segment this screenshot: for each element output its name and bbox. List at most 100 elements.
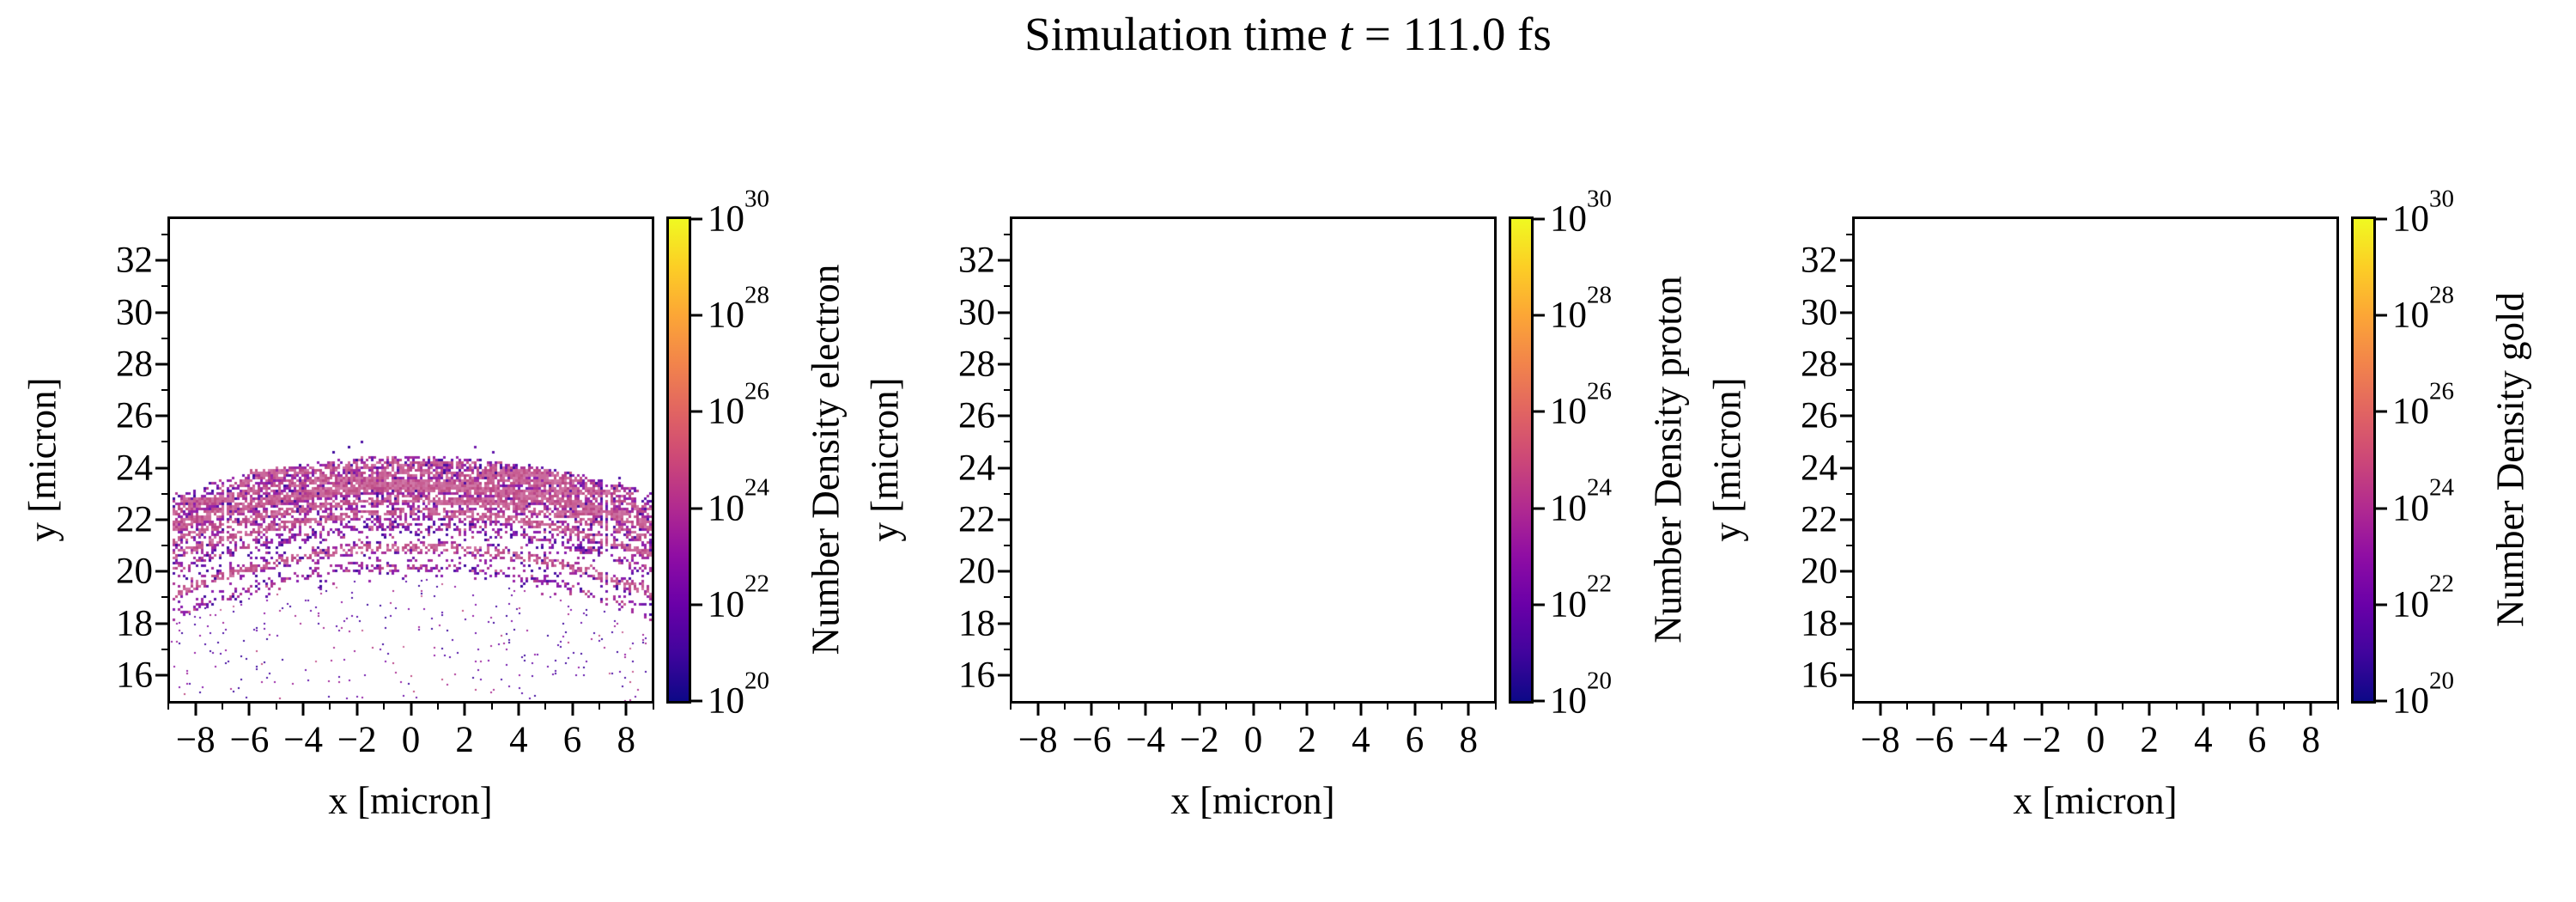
x-minor-tick bbox=[1440, 701, 1443, 710]
x-tick-label: −4 bbox=[1968, 720, 2008, 760]
colorbar-tick-label: 1024 bbox=[1550, 473, 1612, 529]
y-major-tick bbox=[155, 259, 170, 262]
y-minor-tick bbox=[161, 648, 170, 650]
y-major-tick bbox=[155, 622, 170, 625]
y-minor-tick bbox=[161, 389, 170, 392]
x-tick-label: 2 bbox=[455, 720, 474, 760]
x-minor-tick bbox=[383, 701, 386, 710]
x-minor-tick bbox=[544, 701, 547, 710]
x-minor-tick bbox=[1387, 701, 1389, 710]
x-major-tick bbox=[571, 701, 574, 716]
x-tick-label: −6 bbox=[1914, 720, 1954, 760]
colorbar: 1020 1022 1024 1026 1028 1030 bbox=[666, 186, 769, 720]
y-minor-tick bbox=[1846, 648, 1855, 650]
y-tick-label: 24 bbox=[116, 448, 153, 489]
y-tick-label: 32 bbox=[116, 240, 153, 281]
y-major-tick bbox=[155, 518, 170, 521]
colorbar: 1020 1022 1024 1026 1028 1030 bbox=[1509, 186, 1612, 720]
x-major-tick bbox=[2094, 701, 2097, 716]
y-minor-tick bbox=[161, 234, 170, 236]
x-minor-tick bbox=[436, 701, 439, 710]
y-minor-tick bbox=[1004, 337, 1012, 339]
y-minor-tick bbox=[1004, 648, 1012, 650]
x-major-tick bbox=[1879, 701, 1882, 716]
colorbar-tick-label: 1020 bbox=[2392, 667, 2454, 722]
x-major-tick bbox=[1932, 701, 1935, 716]
y-major-tick bbox=[998, 259, 1012, 262]
plot-area: −8 −6 −4 −2 0 2 4 6 8 16 18 20 22 24 26 28 30 32 bbox=[958, 216, 1497, 759]
y-tick-label: 30 bbox=[116, 292, 153, 333]
x-tick-label: 8 bbox=[617, 720, 635, 760]
colorbar-tick bbox=[2376, 603, 2387, 606]
colorbar-tick bbox=[2376, 217, 2387, 221]
x-major-tick bbox=[247, 701, 251, 716]
x-minor-tick bbox=[222, 701, 224, 710]
x-tick-label: 6 bbox=[2247, 720, 2267, 760]
y-minor-tick bbox=[1846, 285, 1855, 288]
y-major-tick bbox=[998, 673, 1012, 677]
x-minor-tick bbox=[1064, 701, 1066, 710]
y-axis-label: y [micron] bbox=[863, 377, 907, 542]
x-major-tick bbox=[301, 701, 305, 716]
x-tick-label: −8 bbox=[1018, 720, 1058, 760]
y-minor-tick bbox=[1004, 545, 1012, 547]
x-minor-tick bbox=[490, 701, 493, 710]
x-tick-label: −4 bbox=[1126, 720, 1166, 760]
x-minor-tick bbox=[1959, 701, 1962, 710]
y-minor-tick bbox=[161, 492, 170, 495]
plot-area: −8 −6 −4 −2 0 2 4 6 8 16 18 20 22 24 26 28 30 32 bbox=[1801, 216, 2339, 759]
x-major-tick bbox=[1144, 701, 1147, 716]
x-major-tick bbox=[2309, 701, 2312, 716]
x-axis-label: x [micron] bbox=[1170, 779, 1335, 822]
colorbar-tick-label: 1030 bbox=[1550, 185, 1612, 240]
x-minor-tick bbox=[167, 701, 170, 710]
y-major-tick bbox=[1840, 570, 1855, 573]
density-heatmap-canvas bbox=[170, 219, 652, 701]
x-minor-tick bbox=[2014, 701, 2016, 710]
colorbar-tick bbox=[2376, 314, 2387, 317]
y-tick-label: 16 bbox=[1801, 655, 1838, 696]
y-minor-tick bbox=[1846, 596, 1855, 599]
x-tick-label: −2 bbox=[1179, 720, 1219, 760]
x-major-tick bbox=[2256, 701, 2259, 716]
x-major-tick bbox=[2040, 701, 2044, 716]
y-tick-label: 18 bbox=[1801, 603, 1838, 644]
colorbar-tick-label: 1030 bbox=[2392, 185, 2454, 240]
x-minor-tick bbox=[2175, 701, 2178, 710]
y-minor-tick bbox=[1004, 492, 1012, 495]
x-minor-tick bbox=[598, 701, 600, 710]
colorbar-tick-label: 1026 bbox=[1550, 377, 1612, 432]
colorbar-label: Number Density electron bbox=[804, 264, 848, 655]
x-tick-label: 2 bbox=[1297, 720, 1316, 760]
y-minor-tick bbox=[1004, 596, 1012, 599]
y-major-tick bbox=[1840, 259, 1855, 262]
x-tick-label: 8 bbox=[1459, 720, 1478, 760]
y-tick-label: 28 bbox=[958, 344, 995, 385]
y-major-tick bbox=[998, 518, 1012, 521]
x-minor-tick bbox=[275, 701, 277, 710]
y-major-tick bbox=[1840, 518, 1855, 521]
x-tick-label: 4 bbox=[2194, 720, 2213, 760]
y-tick-label: 28 bbox=[1801, 344, 1838, 385]
x-minor-tick bbox=[2336, 701, 2339, 710]
colorbar-tick bbox=[1534, 217, 1545, 221]
colorbar-tick-label: 1026 bbox=[708, 377, 769, 432]
y-minor-tick bbox=[1004, 285, 1012, 288]
colorbar-tick bbox=[1534, 699, 1545, 703]
x-tick-label: −4 bbox=[283, 720, 324, 760]
x-major-tick bbox=[1252, 701, 1255, 716]
colorbar-gradient bbox=[2354, 219, 2373, 701]
y-tick-label: 28 bbox=[116, 344, 153, 385]
y-tick-label: 20 bbox=[958, 551, 995, 592]
y-major-tick bbox=[998, 311, 1012, 314]
colorbar: 1020 1022 1024 1026 1028 1030 bbox=[2351, 186, 2454, 720]
x-major-tick bbox=[517, 701, 520, 716]
x-minor-tick bbox=[2282, 701, 2285, 710]
density-panel-electron: y [micron] −8 −6 −4 −2 0 2 4 6 8 16 18 20 22 24 26 28 30… bbox=[0, 0, 848, 902]
y-minor-tick bbox=[1004, 234, 1012, 236]
y-major-tick bbox=[155, 570, 170, 573]
x-axis-label: x [micron] bbox=[328, 779, 493, 822]
colorbar-tick bbox=[691, 699, 702, 703]
density-panel-proton: y [micron] −8 −6 −4 −2 0 2 4 6 8 16 18 20 22 24 26 28 30… bbox=[842, 0, 1690, 902]
